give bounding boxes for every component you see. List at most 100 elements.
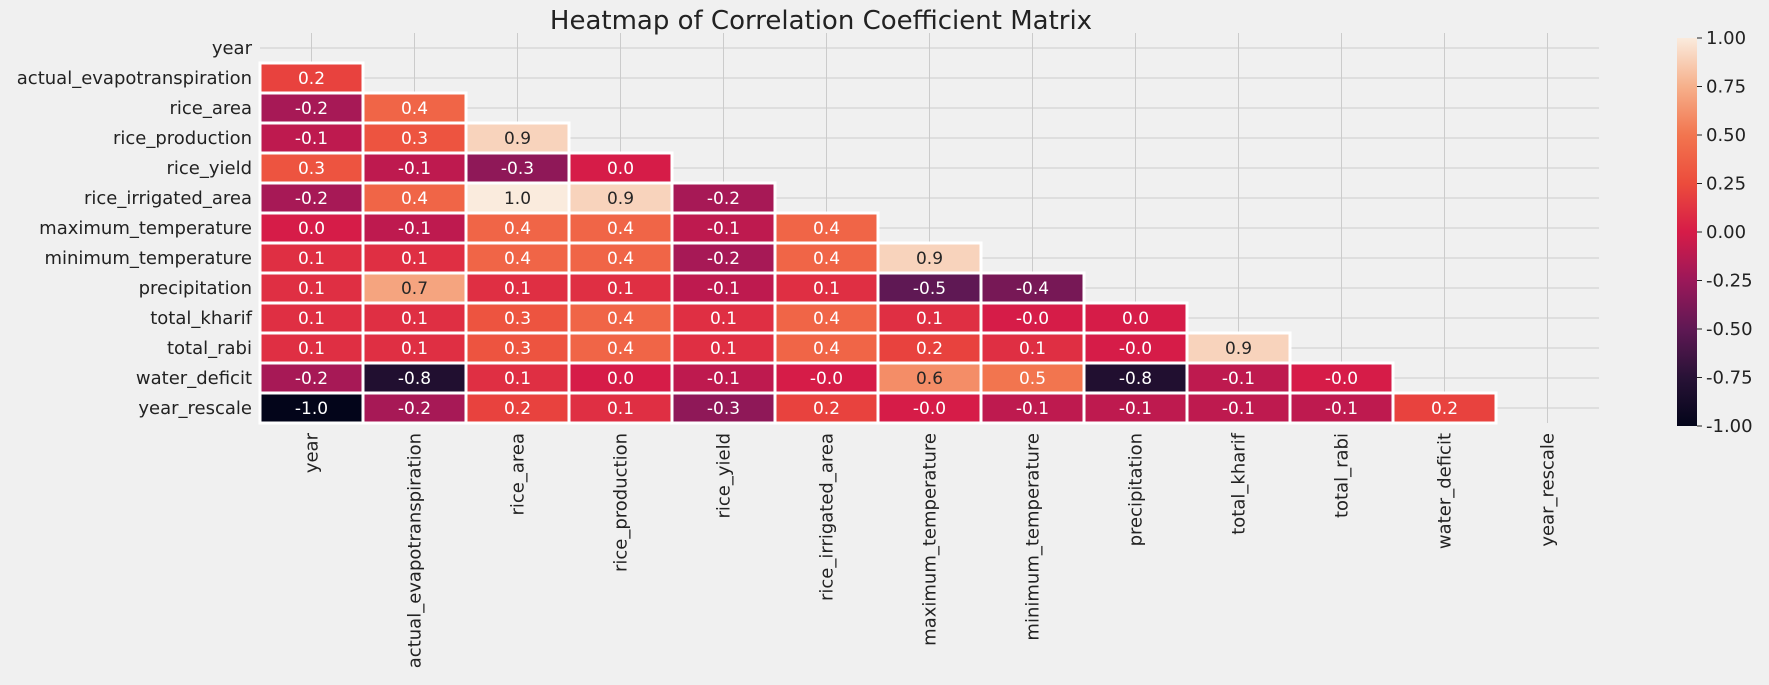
y-tick-label: rice_area <box>169 98 252 119</box>
heatmap-cell <box>979 301 1086 335</box>
cell-value-label: 0.0 <box>1122 309 1149 329</box>
cell-value-label: -0.2 <box>707 189 740 209</box>
y-tick-label: water_deficit <box>136 368 252 389</box>
heatmap-cell <box>464 181 571 215</box>
heatmap-cell <box>773 211 880 245</box>
x-tick-label: maximum_temperature <box>920 433 941 646</box>
cell-value-label: 0.0 <box>607 369 634 389</box>
heatmap-cell <box>876 361 983 395</box>
heatmap-cell <box>258 181 365 215</box>
cell-value-label: 0.1 <box>298 249 325 269</box>
colorbar-tick-label: 1.00 <box>1706 28 1746 49</box>
heatmap-cell <box>258 121 365 155</box>
cell-value-label: -0.5 <box>913 279 946 299</box>
heatmap-cell <box>1185 391 1292 425</box>
colorbar-tick-label: -1.00 <box>1706 416 1753 437</box>
cell-value-label: 0.4 <box>401 189 428 209</box>
cell-value-label: 0.3 <box>504 339 531 359</box>
cell-value-label: -0.0 <box>1325 369 1358 389</box>
heatmap-cell <box>361 211 468 245</box>
cell-value-label: 0.1 <box>298 279 325 299</box>
x-tick-label: rice_production <box>611 433 632 572</box>
heatmap-cell <box>464 391 571 425</box>
cell-value-label: 0.3 <box>298 159 325 179</box>
heatmap-cell <box>876 391 983 425</box>
cell-value-label: 0.1 <box>916 309 943 329</box>
x-tick-label: minimum_temperature <box>1023 433 1044 641</box>
cell-value-label: -0.3 <box>707 399 740 419</box>
y-tick-label: maximum_temperature <box>39 218 252 239</box>
cell-value-label: 0.1 <box>813 279 840 299</box>
colorbar-ticks: 1.00 0.75 0.50 0.25 0.00 -0.25 -0.50 -0.75 -1.00 <box>1697 28 1753 437</box>
x-tick-label: rice_yield <box>714 433 735 519</box>
heatmap-cell <box>979 361 1086 395</box>
cell-value-label: -0.1 <box>707 279 740 299</box>
heatmap-cell <box>567 301 674 335</box>
y-tick-label: year_rescale <box>138 398 252 419</box>
cell-value-label: -0.1 <box>1222 399 1255 419</box>
heatmap-cell <box>361 391 468 425</box>
cell-value-label: 0.1 <box>607 399 634 419</box>
cell-value-label: 0.4 <box>813 339 840 359</box>
cell-value-label: 0.1 <box>504 369 531 389</box>
cell-value-label: -1.0 <box>295 399 328 419</box>
cell-value-label: -0.0 <box>1119 339 1152 359</box>
cell-value-label: -0.0 <box>1016 309 1049 329</box>
y-tick-label: minimum_temperature <box>44 248 252 269</box>
y-tick-label: actual_evapotranspiration <box>17 68 252 89</box>
x-tick-label: year_rescale <box>1538 433 1559 547</box>
cell-value-label: 0.4 <box>401 99 428 119</box>
cell-value-label: 0.9 <box>1225 339 1252 359</box>
colorbar-tick-label: -0.50 <box>1706 319 1753 340</box>
colorbar-tick-label: 0.00 <box>1706 222 1746 243</box>
cell-value-label: 0.1 <box>504 279 531 299</box>
x-tick-label: rice_irrigated_area <box>817 433 838 601</box>
heatmap-cell <box>1185 331 1292 365</box>
y-tick-label: total_rabi <box>167 338 252 359</box>
cell-value-label: 0.2 <box>916 339 943 359</box>
cell-value-label: 0.3 <box>504 309 531 329</box>
y-axis-labels: year actual_evapotranspiration rice_areari… <box>17 38 253 419</box>
colorbar <box>1677 38 1697 426</box>
x-tick-label: total_rabi <box>1332 433 1353 518</box>
y-tick-label: total_kharif <box>150 308 252 329</box>
cell-value-label: 0.4 <box>504 219 531 239</box>
cell-value-label: 0.6 <box>916 369 943 389</box>
heatmap-cell <box>773 301 880 335</box>
cell-value-label: -0.1 <box>707 369 740 389</box>
heatmap-cells: 0.2 -0.2 0.4 -0.1 0.3 0.9 0.3 -0.1 -0.3 0.0 -0.2 0.… <box>258 61 1498 425</box>
cell-value-label: 0.4 <box>607 339 634 359</box>
cell-value-label: -0.8 <box>1119 369 1152 389</box>
heatmap-cell <box>670 391 777 425</box>
heatmap-cell <box>567 181 674 215</box>
cell-value-label: 0.1 <box>607 279 634 299</box>
cell-value-label: 0.2 <box>504 399 531 419</box>
heatmap-cell <box>567 241 674 275</box>
cell-value-label: -0.1 <box>1325 399 1358 419</box>
heatmap-cell <box>464 361 571 395</box>
cell-value-label: -0.1 <box>707 219 740 239</box>
heatmap-cell <box>1082 301 1189 335</box>
x-tick-label: rice_area <box>508 433 529 516</box>
cell-value-label: 0.2 <box>1431 399 1458 419</box>
cell-value-label: 0.1 <box>710 309 737 329</box>
cell-value-label: 1.0 <box>504 189 531 209</box>
cell-value-label: -0.0 <box>913 399 946 419</box>
x-tick-label: precipitation <box>1126 433 1147 546</box>
cell-value-label: 0.7 <box>401 279 428 299</box>
cell-value-label: -0.0 <box>810 369 843 389</box>
y-tick-label: rice_production <box>113 128 252 149</box>
cell-value-label: 0.4 <box>504 249 531 269</box>
colorbar-tick-label: -0.25 <box>1706 271 1753 292</box>
cell-value-label: 0.5 <box>1019 369 1046 389</box>
cell-value-label: 0.4 <box>813 219 840 239</box>
cell-value-label: -0.2 <box>295 189 328 209</box>
heatmap-cell <box>567 151 674 185</box>
colorbar-tick-label: 0.75 <box>1706 77 1746 98</box>
cell-value-label: 0.1 <box>298 339 325 359</box>
cell-value-label: 0.9 <box>607 189 634 209</box>
cell-value-label: -0.4 <box>1016 279 1049 299</box>
heatmap-cell <box>1288 361 1395 395</box>
cell-value-label: 0.1 <box>710 339 737 359</box>
